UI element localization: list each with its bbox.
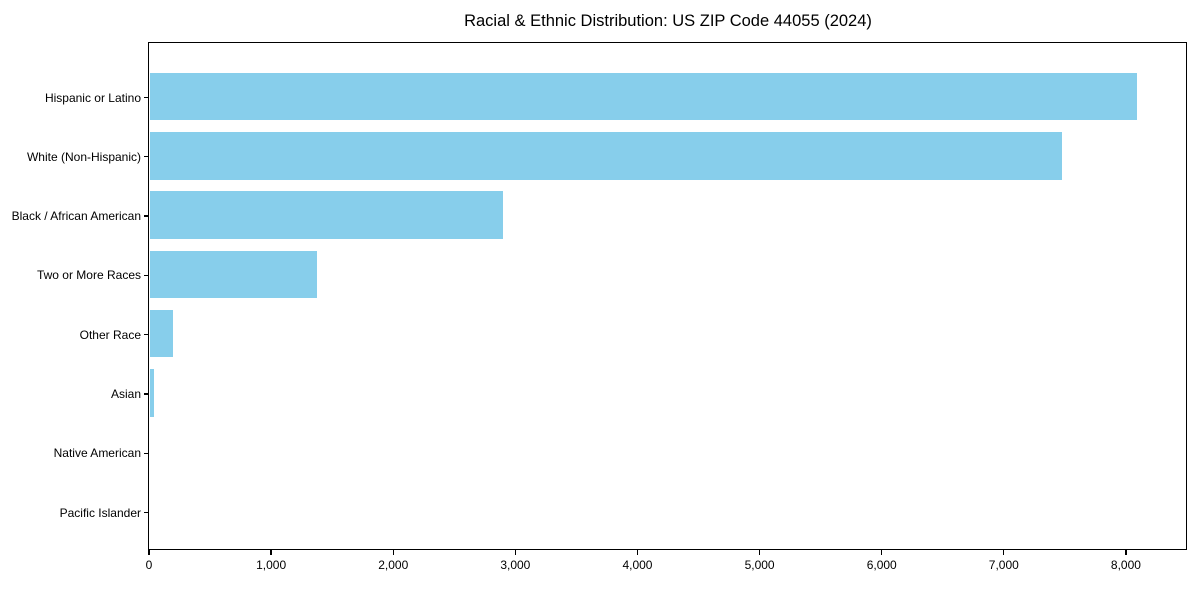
- chart-title: Racial & Ethnic Distribution: US ZIP Cod…: [464, 12, 872, 30]
- plot-area: [148, 42, 1187, 550]
- x-tick-mark: [392, 550, 394, 555]
- x-tick-mark: [1003, 550, 1005, 555]
- y-tick-label-white-non-hispanic: White (Non-Hispanic): [26, 149, 141, 164]
- bar-other-race: [150, 309, 173, 358]
- bar-two-or-more-races: [150, 250, 318, 299]
- y-tick-label-other-race: Other Race: [79, 327, 141, 342]
- y-tick-label-two-or-more-races: Two or More Races: [36, 268, 141, 283]
- x-tick-mark: [881, 550, 883, 555]
- x-tick-label: 2,000: [378, 558, 409, 572]
- x-tick-mark: [1125, 550, 1127, 555]
- y-tick-mark: [144, 452, 149, 454]
- y-tick-mark: [144, 334, 149, 336]
- x-tick-label: 5,000: [744, 558, 775, 572]
- x-tick-mark: [758, 550, 761, 555]
- x-tick-label: 3,000: [500, 558, 531, 572]
- x-tick-mark: [148, 550, 150, 555]
- x-tick-label: 7,000: [988, 558, 1019, 572]
- x-tick-label: 6,000: [866, 558, 897, 572]
- y-tick-mark: [144, 156, 149, 158]
- x-tick-mark: [514, 550, 516, 555]
- x-tick-mark: [270, 550, 272, 555]
- x-tick-label: 4,000: [622, 558, 653, 572]
- y-tick-mark: [144, 511, 149, 514]
- y-tick-label-native-american: Native American: [53, 446, 141, 461]
- x-tick-label: 0: [145, 558, 153, 572]
- y-tick-label-hispanic-or-latino: Hispanic or Latino: [44, 90, 141, 105]
- x-tick-label: 8,000: [1110, 558, 1141, 572]
- y-tick-label-pacific-islander: Pacific Islander: [59, 505, 141, 520]
- x-tick-mark: [636, 550, 639, 555]
- bar-black-african-american: [150, 191, 503, 239]
- x-tick-label: 1,000: [256, 558, 287, 572]
- bar-white-non-hispanic: [150, 132, 1063, 180]
- y-tick-label-asian: Asian: [110, 387, 141, 401]
- y-tick-mark: [144, 393, 149, 395]
- y-tick-mark: [144, 96, 149, 99]
- bar-hispanic-or-latino: [150, 72, 1137, 121]
- y-tick-mark: [144, 274, 149, 277]
- y-tick-mark: [144, 215, 149, 217]
- y-tick-label-black-african-american: Black / African American: [11, 209, 141, 224]
- bar-asian: [150, 369, 154, 417]
